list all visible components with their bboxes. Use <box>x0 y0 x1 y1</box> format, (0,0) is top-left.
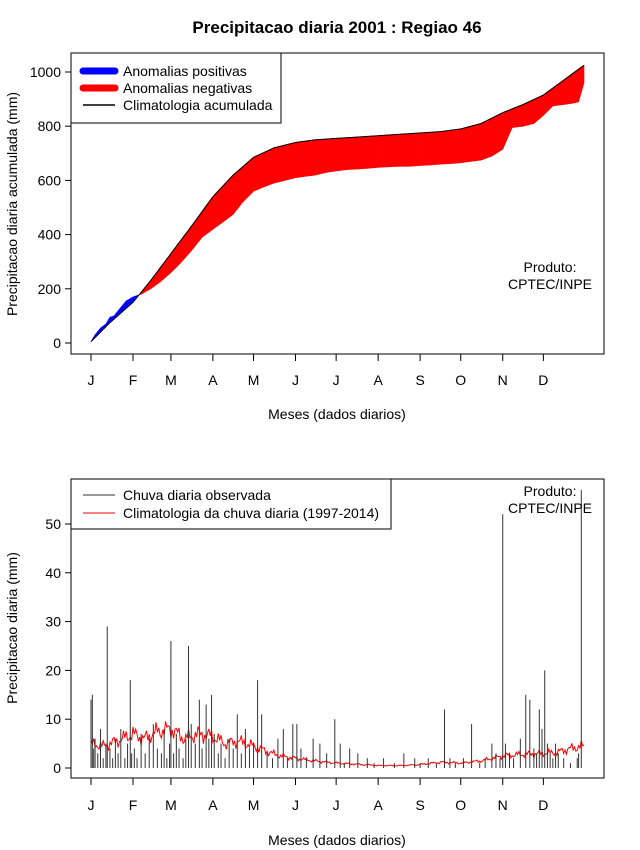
bottom-y-axis: 0 10 20 30 40 50 <box>45 516 72 776</box>
y-tick-label: 200 <box>38 281 62 297</box>
bottom-legend-box <box>70 478 392 530</box>
bottom-legend: Chuva diaria observada Climatologia da c… <box>70 478 392 530</box>
x-tick-label: D <box>538 372 548 388</box>
anomaly-segment <box>582 64 585 88</box>
x-tick-label: A <box>208 797 218 813</box>
y-tick-label: 40 <box>45 565 61 581</box>
bottom-panel: 0 10 20 30 40 50 J F M A M J J A S O N D Precipitacao di… <box>4 478 605 848</box>
y-tick-label: 20 <box>45 662 61 678</box>
y-tick-label: 0 <box>53 335 61 351</box>
y-tick-label: 800 <box>38 118 62 134</box>
bottom-observed-bars <box>90 489 582 768</box>
x-tick-label: M <box>248 372 260 388</box>
x-tick-label: J <box>292 797 299 813</box>
x-tick-label: F <box>129 372 138 388</box>
top-y-axis-label: Precipitacao diaria acumulada (mm) <box>4 92 20 316</box>
bottom-climatology-daily-line <box>90 721 585 767</box>
legend-negative-label: Anomalias negativas <box>123 80 252 96</box>
x-tick-label: N <box>498 797 508 813</box>
x-tick-label: S <box>415 797 424 813</box>
y-tick-label: 0 <box>53 760 61 776</box>
bottom-product-org: CPTEC/INPE <box>508 500 592 516</box>
x-tick-label: J <box>88 797 95 813</box>
legend-positive-label: Anomalias positivas <box>123 63 247 79</box>
x-tick-label: A <box>373 372 383 388</box>
bottom-product-label: Produto: <box>524 483 577 499</box>
x-tick-label: D <box>538 797 548 813</box>
top-legend: Anomalias positivas Anomalias negativas … <box>70 52 282 124</box>
y-tick-label: 600 <box>38 172 62 188</box>
x-tick-label: J <box>292 372 299 388</box>
x-tick-label: J <box>333 372 340 388</box>
x-tick-label: F <box>129 797 138 813</box>
legend-climatology-label: Climatologia acumulada <box>123 97 273 113</box>
x-tick-label: O <box>455 797 466 813</box>
x-tick-label: M <box>165 372 177 388</box>
chart-title: Precipitacao diaria 2001 : Regiao 46 <box>192 18 481 37</box>
x-tick-label: A <box>208 372 218 388</box>
top-panel: 0 200 400 600 800 1000 J F M A M J J A S O N D Precipita… <box>4 52 605 422</box>
y-tick-label: 400 <box>38 227 62 243</box>
x-tick-label: J <box>333 797 340 813</box>
top-product-label: Produto: <box>524 259 577 275</box>
top-climatology-line <box>90 64 585 342</box>
top-x-axis-label: Meses (dados diarios) <box>268 406 406 422</box>
y-tick-label: 50 <box>45 516 61 532</box>
top-product-org: CPTEC/INPE <box>508 276 592 292</box>
bottom-y-axis-label: Precipitacao diaria (mm) <box>4 552 20 704</box>
x-tick-label: N <box>498 372 508 388</box>
y-tick-label: 30 <box>45 614 61 630</box>
x-tick-label: O <box>455 372 466 388</box>
x-tick-label: A <box>373 797 383 813</box>
x-tick-label: M <box>248 797 260 813</box>
x-tick-label: J <box>88 372 95 388</box>
legend-observed-label: Chuva diaria observada <box>123 487 271 503</box>
y-tick-label: 10 <box>45 711 61 727</box>
bottom-x-axis-label: Meses (dados diarios) <box>268 832 406 848</box>
legend-climatology-daily-label: Climatologia da chuva diaria (1997-2014) <box>123 505 379 521</box>
y-tick-label: 1000 <box>30 64 61 80</box>
x-tick-label: S <box>415 372 424 388</box>
top-y-axis: 0 200 400 600 800 1000 <box>30 64 72 351</box>
x-tick-label: M <box>165 797 177 813</box>
